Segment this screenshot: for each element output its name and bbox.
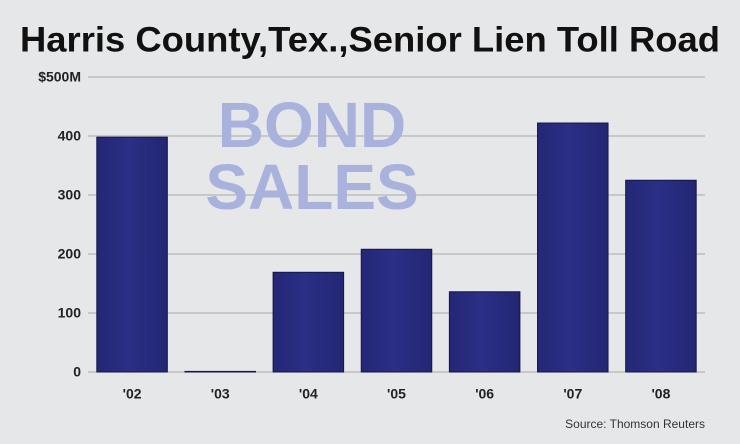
x-tick-label: '05 (387, 386, 406, 402)
bar (360, 248, 433, 373)
x-tick-label: '07 (563, 386, 582, 402)
y-tick-label: $500M (38, 69, 81, 85)
source: Source: Thomson Reuters (565, 417, 705, 431)
bar (448, 291, 521, 373)
y-tick-label: 400 (58, 128, 82, 144)
y-tick-label: 200 (58, 246, 82, 262)
annotation: SALES (205, 151, 418, 223)
x-tick-label: '06 (475, 386, 494, 402)
bar (537, 122, 609, 373)
x-tick-label: '03 (211, 386, 230, 402)
x-tick-label: '08 (651, 386, 670, 402)
y-tick-label: 0 (73, 364, 81, 380)
x-tick-label: '02 (123, 386, 142, 402)
chart-title: Harris County,Tex.,Senior Lien Toll Road (20, 20, 720, 59)
y-tick-label: 100 (58, 305, 82, 321)
x-tick-label: '04 (299, 386, 318, 402)
bar (272, 271, 345, 373)
bar (96, 136, 168, 373)
y-tick-label: 300 (58, 187, 82, 203)
bar (184, 370, 256, 373)
bar (625, 179, 697, 373)
annotation: BOND (218, 89, 406, 161)
